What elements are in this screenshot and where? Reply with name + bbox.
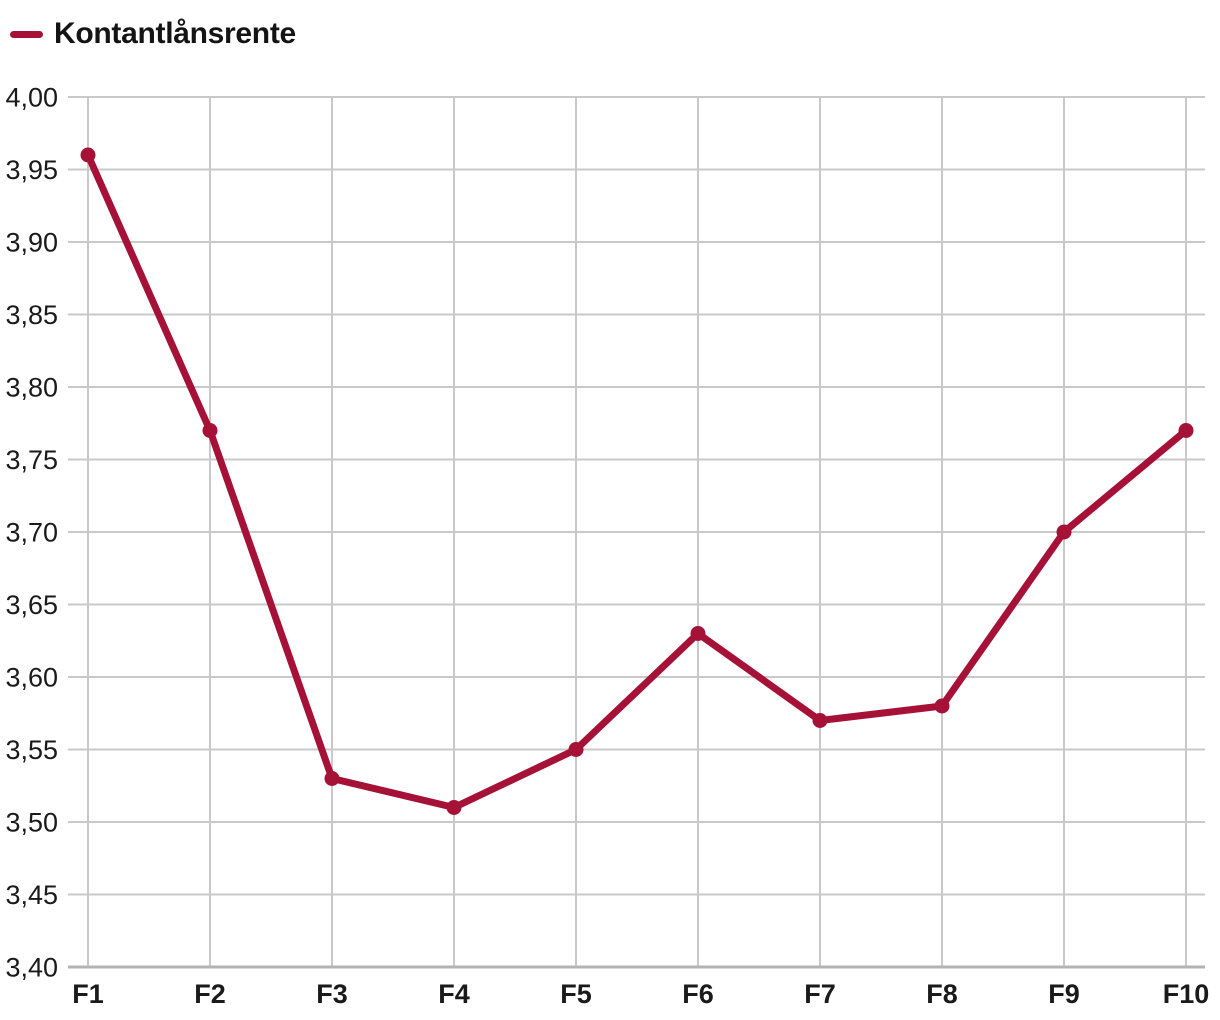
y-tick-label: 3,95 <box>5 155 58 185</box>
data-point-F1 <box>80 147 96 163</box>
x-tick-label: F7 <box>804 979 836 1009</box>
data-point-F3 <box>324 771 340 786</box>
data-point-F5 <box>568 742 584 757</box>
x-tick-label: F5 <box>560 979 592 1009</box>
y-tick-label: 3,75 <box>5 445 58 475</box>
series-line <box>84 151 1190 811</box>
y-tick-label: 3,45 <box>5 880 58 910</box>
y-tick-label: 3,50 <box>5 808 58 838</box>
legend-line-marker <box>10 30 43 38</box>
y-tick-label: 3,70 <box>5 518 58 548</box>
legend-series-label: Kontantlånsrente <box>54 17 296 50</box>
y-tick-label: 3,55 <box>5 735 58 765</box>
y-tick-label: 3,60 <box>5 663 58 693</box>
x-tick-label: F4 <box>438 979 470 1009</box>
data-point-F4 <box>446 800 462 815</box>
data-point-F9 <box>1056 524 1072 540</box>
data-point-F8 <box>934 698 950 714</box>
y-tick-label: 3,40 <box>5 953 58 983</box>
data-point-F6 <box>690 626 706 641</box>
x-tick-label: F3 <box>316 979 348 1009</box>
x-tick-label: F8 <box>926 979 958 1009</box>
y-tick-label: 3,65 <box>5 590 58 620</box>
y-tick-label: 3,85 <box>5 300 58 330</box>
x-tick-label: F1 <box>72 979 104 1009</box>
data-point-F2 <box>202 423 218 438</box>
x-tick-label: F9 <box>1048 979 1080 1009</box>
x-tick-label: F6 <box>682 979 714 1009</box>
chart-legend: Kontantlånsrente <box>10 17 296 51</box>
y-tick-label: 3,90 <box>5 228 58 258</box>
x-tick-label: F10 <box>1163 979 1210 1009</box>
y-tick-label: 3,80 <box>5 373 58 403</box>
y-tick-label: 4,00 <box>5 83 58 113</box>
data-point-F7 <box>812 713 828 728</box>
x-tick-label: F2 <box>194 979 226 1009</box>
data-point-F10 <box>1178 423 1194 438</box>
